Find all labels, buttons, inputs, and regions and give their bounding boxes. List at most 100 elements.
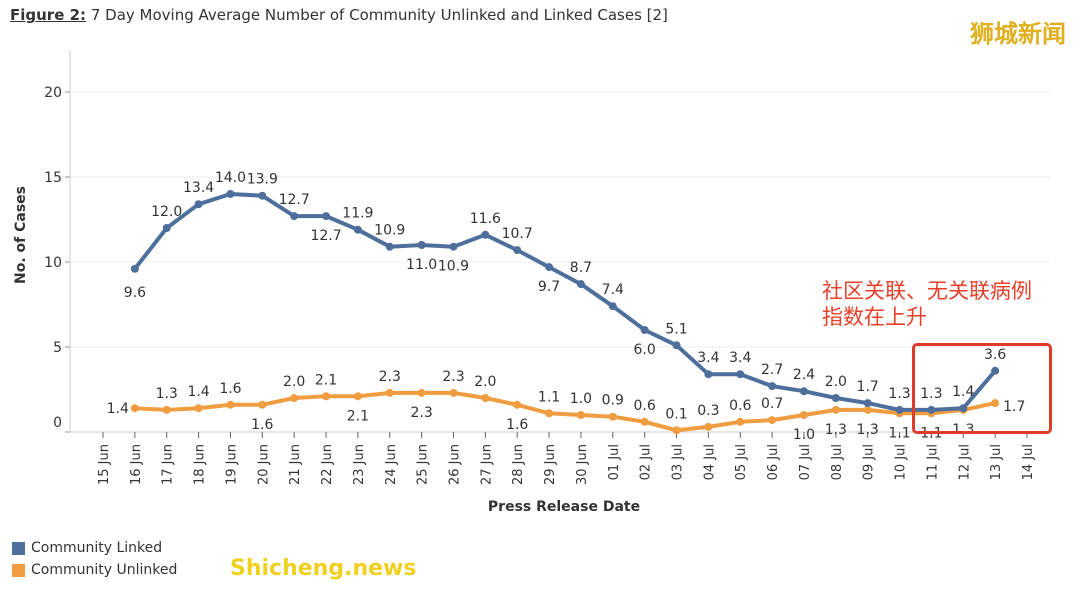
data-label: 6.0	[634, 342, 656, 358]
data-point	[799, 387, 808, 396]
data-label: 2.3	[379, 369, 401, 385]
x-tick-label: 20 Jun	[256, 444, 271, 485]
data-label: 1.3	[857, 422, 879, 438]
data-label: 2.7	[761, 362, 783, 378]
x-tick-label: 03 Jul	[671, 444, 686, 480]
legend-swatch-unlinked	[12, 563, 25, 577]
data-point	[640, 326, 649, 334]
legend-item-unlinked: Community Unlinked	[12, 559, 177, 581]
title-text: 7 Day Moving Average Number of Community…	[90, 6, 668, 24]
x-tick-label: 23 Jun	[352, 444, 367, 485]
watermark-en: Shicheng.news	[230, 556, 417, 581]
data-point	[481, 230, 490, 239]
data-point	[545, 263, 554, 272]
data-point	[640, 417, 649, 426]
data-point	[513, 246, 522, 255]
data-point	[353, 392, 362, 401]
x-tick-label: 25 Jun	[416, 444, 431, 485]
data-label: 11.6	[470, 211, 501, 227]
y-axis-title: No. of Cases	[13, 186, 29, 284]
data-point	[194, 200, 203, 209]
data-point	[991, 366, 1000, 375]
x-tick-label: 19 Jun	[224, 444, 239, 485]
data-label: 9.6	[124, 285, 146, 301]
data-label: 3.6	[984, 347, 1006, 363]
data-label: 2.4	[793, 367, 815, 383]
data-point	[831, 405, 840, 414]
x-tick-label: 30 Jun	[575, 444, 590, 485]
y-tick-label: 15	[44, 170, 62, 186]
data-point	[194, 404, 203, 413]
data-point	[130, 264, 139, 273]
data-label: 1.6	[251, 417, 273, 433]
series-line-unlinked	[134, 390, 996, 433]
annotation-line-2: 指数在上升	[822, 305, 927, 329]
x-tick-label: 07 Jul	[798, 444, 813, 480]
x-tick-label: 12 Jul	[957, 444, 972, 480]
data-label: 0.3	[697, 403, 719, 419]
data-point	[863, 399, 872, 408]
data-label: 8.7	[570, 260, 592, 276]
data-point	[768, 382, 777, 391]
x-tick-label: 24 Jun	[384, 444, 399, 485]
data-point	[831, 394, 840, 402]
data-label: 3.4	[697, 350, 719, 366]
data-label: 13.9	[247, 172, 278, 188]
data-point	[481, 394, 490, 402]
figure-number: Figure 2:	[10, 6, 87, 24]
legend: Community Linked Community Unlinked	[12, 537, 177, 581]
x-tick-label: 29 Jun	[543, 444, 558, 485]
x-tick-label: 02 Jul	[639, 444, 654, 480]
data-label: 11.9	[342, 206, 373, 222]
data-label: 1.6	[219, 381, 241, 397]
data-label: 1.3	[920, 386, 942, 402]
data-point	[258, 400, 267, 409]
x-tick-label: 09 Jul	[862, 444, 877, 480]
data-label: 1.1	[888, 425, 910, 441]
data-label: 1.4	[952, 384, 974, 400]
data-point	[226, 190, 235, 198]
data-label: 10.9	[374, 223, 405, 239]
data-point	[768, 416, 777, 425]
data-label: 1.4	[107, 401, 129, 417]
data-label: 0.9	[602, 393, 624, 409]
data-label: 12.0	[151, 204, 182, 220]
data-label: 9.7	[538, 279, 560, 295]
data-point	[290, 212, 299, 221]
x-tick-label: 28 Jun	[511, 444, 526, 485]
data-point	[385, 242, 394, 251]
x-axis-title: Press Release Date	[488, 499, 640, 515]
data-point	[799, 411, 808, 419]
highlight-box	[912, 343, 1052, 434]
x-tick-label: 14 Jul	[1021, 444, 1036, 480]
x-tick-label: 16 Jun	[129, 444, 144, 485]
x-tick-label: 01 Jul	[607, 444, 622, 480]
data-point	[417, 241, 426, 249]
data-label: 2.1	[347, 408, 369, 424]
legend-swatch-linked	[12, 541, 25, 555]
x-tick-label: 11 Jul	[925, 444, 940, 480]
data-point	[385, 388, 394, 397]
x-tick-label: 27 Jun	[479, 444, 494, 485]
data-point	[545, 409, 554, 418]
data-point	[672, 341, 681, 350]
data-point	[959, 404, 968, 413]
x-tick-label: 26 Jun	[447, 444, 462, 485]
data-label: 1.7	[857, 379, 879, 395]
data-point	[991, 399, 1000, 408]
data-point	[927, 405, 936, 414]
data-label: 2.3	[410, 405, 432, 421]
data-point	[417, 388, 426, 397]
data-point	[704, 422, 713, 431]
data-label: 1.3	[156, 386, 178, 402]
x-tick-label: 08 Jul	[830, 444, 845, 480]
series-line-linked	[133, 192, 997, 412]
data-label: 1.1	[538, 389, 560, 405]
data-label: 2.0	[474, 374, 496, 390]
data-label: 2.3	[442, 369, 464, 385]
x-tick-label: 06 Jul	[766, 444, 781, 480]
data-point	[449, 388, 458, 397]
data-point	[608, 302, 617, 311]
data-label: 0.7	[761, 396, 783, 412]
